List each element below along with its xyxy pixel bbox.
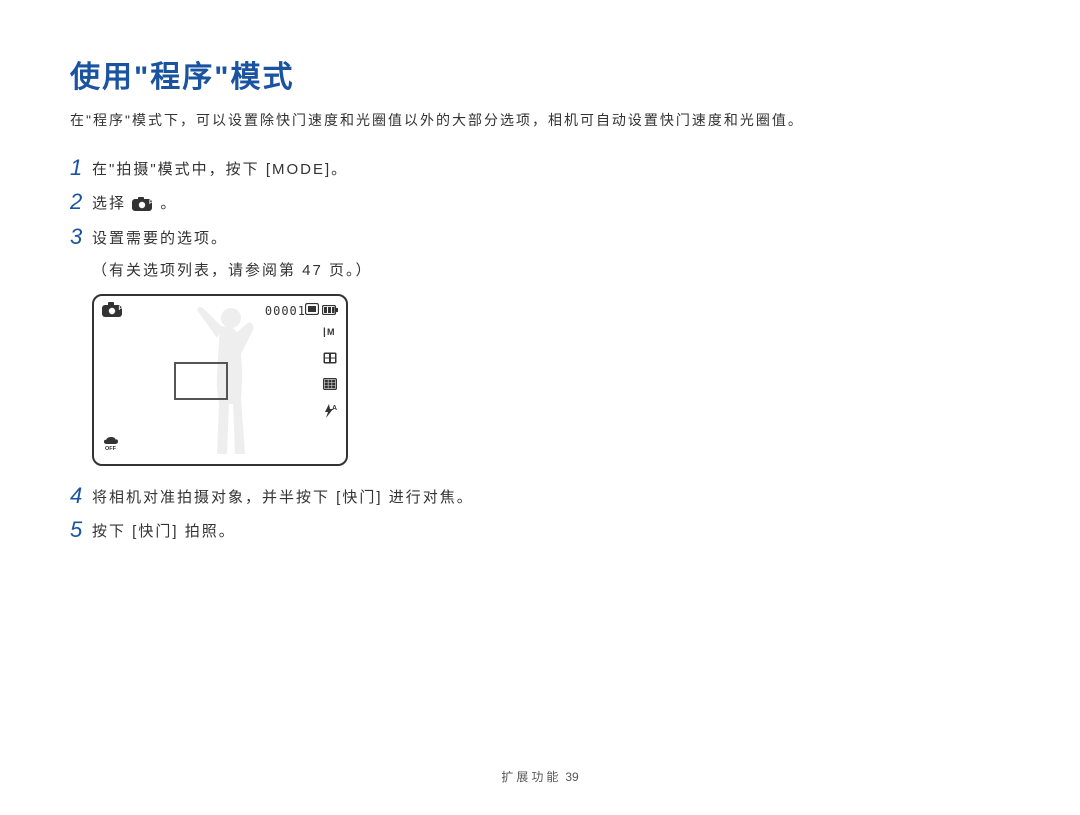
step-text: 将相机对准拍摄对象，并半按下 [快门] 进行对焦。: [92, 484, 474, 507]
battery-icon: [322, 302, 338, 320]
step-4: 4 将相机对准拍摄对象，并半按下 [快门] 进行对焦。: [70, 484, 1010, 508]
sd-card-icon: [305, 302, 319, 320]
ois-off-icon: OFF: [102, 435, 120, 456]
footer-section: 扩展功能: [501, 770, 561, 784]
step-number: 5: [70, 518, 92, 542]
step-text: 按下 [快门] 拍照。: [92, 518, 236, 541]
camera-screen: P 00001: [92, 294, 348, 466]
step-5: 5 按下 [快门] 拍照。: [70, 518, 1010, 542]
step-list: 1 在"拍摄"模式中，按下 [MODE]。 2 选择 P 。 3: [70, 156, 1010, 542]
step-text: 设置需要的选项。: [92, 225, 228, 248]
step-3-subtext: （有关选项列表，请参阅第 47 页。）: [92, 259, 1010, 280]
flash-auto-icon: A: [322, 403, 338, 424]
svg-text:P: P: [119, 306, 123, 312]
step-number: 2: [70, 190, 92, 214]
page-title: 使用"程序"模式: [70, 52, 1010, 96]
step-2: 2 选择 P 。: [70, 190, 1010, 215]
program-mode-icon: P: [102, 302, 124, 323]
svg-text:|: |: [323, 327, 326, 338]
footer-page-number: 39: [565, 770, 578, 784]
step-text: 选择 P 。: [92, 190, 177, 215]
step-number: 1: [70, 156, 92, 180]
focus-frame: [174, 362, 228, 400]
svg-text:A: A: [332, 405, 337, 412]
step-3: 3 设置需要的选项。: [70, 225, 1010, 249]
page-footer: 扩展功能 39: [0, 768, 1080, 785]
step-1: 1 在"拍摄"模式中，按下 [MODE]。: [70, 156, 1010, 180]
step-text: 在"拍摄"模式中，按下 [MODE]。: [92, 156, 348, 179]
shot-counter: 00001: [265, 304, 306, 318]
program-mode-icon: P: [132, 197, 154, 215]
step-number: 4: [70, 484, 92, 508]
quality-icon: [323, 351, 337, 369]
intro-text: 在"程序"模式下，可以设置除快门速度和光圈值以外的大部分选项，相机可自动设置快门…: [70, 110, 1010, 130]
svg-text:M: M: [327, 327, 335, 337]
step-number: 3: [70, 225, 92, 249]
focus-area-icon: [323, 377, 337, 395]
size-1m-icon: | M: [322, 324, 338, 343]
svg-text:OFF: OFF: [105, 446, 117, 451]
